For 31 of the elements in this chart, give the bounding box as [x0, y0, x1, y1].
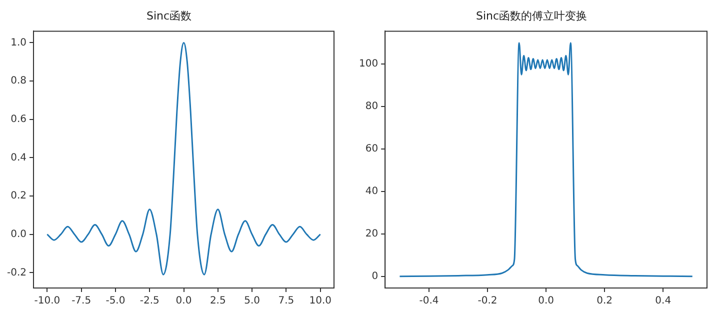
chart-title: Sinc函数: [146, 9, 192, 22]
x-tick-label: 7.5: [278, 296, 294, 307]
line-series: [398, 42, 694, 278]
x-tick-label: 0.0: [176, 296, 192, 307]
x-tick-label: 0.4: [655, 296, 672, 307]
y-tick-label: -0.2: [6, 267, 27, 278]
y-tick-label: 40: [365, 186, 378, 198]
y-tick-label: 0.4: [10, 152, 27, 164]
y-tick-label: 80: [365, 101, 378, 112]
x-tick-label: 10.0: [309, 296, 332, 307]
y-tick-label: 0.0: [10, 228, 27, 240]
y-tick-label: 1.0: [10, 37, 27, 48]
y-tick-label: 100: [358, 58, 378, 70]
x-tick-label: -0.4: [419, 296, 439, 307]
x-tick-label: -0.2: [478, 296, 498, 307]
y-tick-label: 0: [372, 270, 378, 282]
y-tick-label: 0.6: [10, 114, 27, 125]
x-tick-label: -5.0: [106, 296, 126, 307]
y-tick-label: 0.2: [10, 190, 27, 202]
y-tick-label: 60: [365, 144, 378, 155]
chart-title: Sinc函数的傅立叶变换: [476, 9, 588, 22]
x-tick-label: -2.5: [140, 296, 160, 307]
x-tick-label: -10.0: [34, 296, 60, 307]
x-tick-label: 5.0: [244, 296, 260, 307]
x-tick-label: 2.5: [210, 296, 226, 307]
y-tick-label: 20: [365, 228, 378, 240]
y-tick-label: 0.8: [10, 76, 27, 87]
line-series: [46, 42, 322, 276]
x-tick-label: -7.5: [72, 296, 92, 307]
x-tick-label: 0.2: [596, 296, 613, 307]
x-tick-label: 0.0: [538, 296, 554, 307]
